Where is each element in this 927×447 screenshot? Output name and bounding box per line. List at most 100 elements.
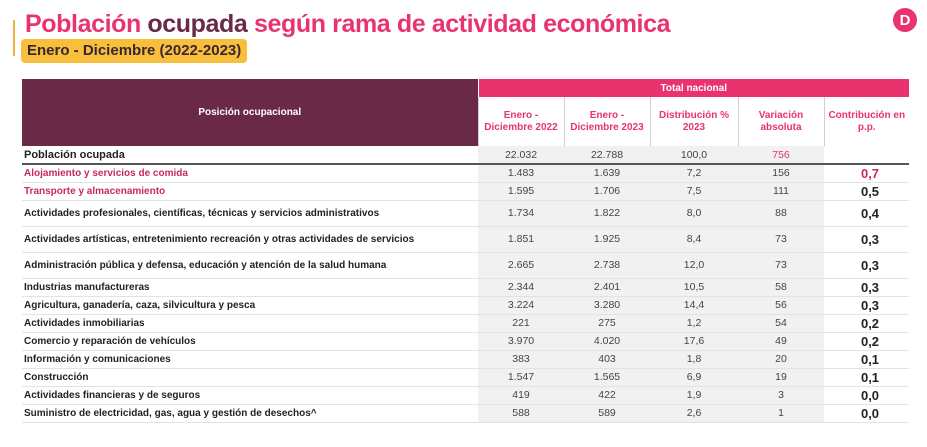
- cell-2023: 1.565: [564, 368, 650, 387]
- cell-contrib: [824, 146, 910, 165]
- cell-dist: 8,4: [650, 226, 738, 253]
- group-header: Total nacional: [477, 79, 910, 97]
- cell-var: 156: [738, 164, 824, 183]
- column-header: Contribución en p.p.: [823, 97, 910, 146]
- table-row: Agricultura, ganadería, caza, silvicultu…: [22, 296, 910, 315]
- cell-2023: 422: [564, 386, 650, 405]
- position-header: Posición ocupacional: [22, 79, 478, 146]
- cell-2022: 3.970: [478, 332, 564, 351]
- column-header: Enero - Diciembre 2022: [477, 97, 564, 146]
- table-row: Actividades profesionales, científicas, …: [22, 200, 910, 227]
- row-name: Industrias manufactureras: [22, 278, 478, 297]
- cell-2022: 2.665: [478, 252, 564, 279]
- cell-var: 88: [738, 200, 824, 227]
- table-row: Administración pública y defensa, educac…: [22, 252, 910, 279]
- cell-dist: 2,6: [650, 404, 738, 423]
- title-part-2: ocupada: [147, 10, 248, 38]
- cell-contrib: 0,0: [824, 404, 910, 423]
- cell-2023: 1.925: [564, 226, 650, 253]
- period-badge: Enero - Diciembre (2022-2023): [21, 39, 248, 63]
- cell-var: 20: [738, 350, 824, 369]
- cell-2023: 2.738: [564, 252, 650, 279]
- cell-contrib: 0,1: [824, 350, 910, 369]
- cell-var: 3: [738, 386, 824, 405]
- table-row: Comercio y reparación de vehículos 3.970…: [22, 332, 910, 351]
- cell-var: 73: [738, 226, 824, 253]
- cell-contrib: 0,3: [824, 296, 910, 315]
- row-name: Actividades inmobiliarias: [22, 314, 478, 333]
- cell-2022: 383: [478, 350, 564, 369]
- row-name: Agricultura, ganadería, caza, silvicultu…: [22, 296, 478, 315]
- column-header: Enero - Diciembre 2023: [563, 97, 650, 146]
- table-row: Información y comunicaciones 383 403 1,8…: [22, 350, 910, 369]
- cell-var: 1: [738, 404, 824, 423]
- cell-2023: 589: [564, 404, 650, 423]
- row-name: Alojamiento y servicios de comida: [22, 164, 478, 183]
- table-row: Actividades artísticas, entretenimiento …: [22, 226, 910, 253]
- cell-dist: 7,2: [650, 164, 738, 183]
- cell-var: 19: [738, 368, 824, 387]
- cell-2023: 1.639: [564, 164, 650, 183]
- row-name: Comercio y reparación de vehículos: [22, 332, 478, 351]
- cell-dist: 14,4: [650, 296, 738, 315]
- row-name: Actividades financieras y de seguros: [22, 386, 478, 405]
- column-header: Variación absoluta: [737, 97, 824, 146]
- cell-var: 54: [738, 314, 824, 333]
- table-row: Transporte y almacenamiento 1.595 1.706 …: [22, 182, 910, 201]
- cell-dist: 1,9: [650, 386, 738, 405]
- cell-2022: 3.224: [478, 296, 564, 315]
- cell-var: 49: [738, 332, 824, 351]
- cell-2022: 22.032: [478, 146, 564, 165]
- row-name: Construcción: [22, 368, 478, 387]
- table-row: Industrias manufactureras 2.344 2.401 10…: [22, 278, 910, 297]
- cell-dist: 12,0: [650, 252, 738, 279]
- cell-dist: 1,8: [650, 350, 738, 369]
- title-part-1: Población: [25, 10, 141, 38]
- cell-dist: 7,5: [650, 182, 738, 201]
- cell-2022: 588: [478, 404, 564, 423]
- row-name: Población ocupada: [22, 146, 478, 165]
- cell-var: 756: [738, 146, 824, 165]
- cell-dist: 100,0: [650, 146, 738, 165]
- cell-2022: 1.734: [478, 200, 564, 227]
- cell-dist: 8,0: [650, 200, 738, 227]
- cell-contrib: 0,3: [824, 226, 910, 253]
- accent-rule: [13, 20, 15, 56]
- cell-dist: 1,2: [650, 314, 738, 333]
- cell-2023: 4.020: [564, 332, 650, 351]
- cell-var: 58: [738, 278, 824, 297]
- cell-2023: 3.280: [564, 296, 650, 315]
- cell-2023: 2.401: [564, 278, 650, 297]
- row-name: Suministro de electricidad, gas, agua y …: [22, 404, 478, 423]
- row-name: Actividades artísticas, entretenimiento …: [22, 226, 478, 253]
- cell-contrib: 0,5: [824, 182, 910, 201]
- employment-table: Posición ocupacional Total nacional Ener…: [22, 79, 910, 423]
- cell-contrib: 0,1: [824, 368, 910, 387]
- cell-2022: 1.595: [478, 182, 564, 201]
- column-header: Distribución % 2023: [649, 97, 738, 146]
- cell-contrib: 0,4: [824, 200, 910, 227]
- cell-2023: 275: [564, 314, 650, 333]
- cell-2023: 403: [564, 350, 650, 369]
- row-name: Transporte y almacenamiento: [22, 182, 478, 201]
- cell-2022: 1.483: [478, 164, 564, 183]
- cell-2023: 1.706: [564, 182, 650, 201]
- cell-2022: 1.547: [478, 368, 564, 387]
- table-row-total: Población ocupada 22.032 22.788 100,0 75…: [22, 146, 910, 165]
- row-name: Actividades profesionales, científicas, …: [22, 200, 478, 227]
- table-row: Alojamiento y servicios de comida 1.483 …: [22, 164, 910, 183]
- title-part-3: según rama de actividad económica: [253, 10, 671, 38]
- table-row: Actividades inmobiliarias 221 275 1,2 54…: [22, 314, 910, 333]
- cell-contrib: 0,3: [824, 252, 910, 279]
- cell-contrib: 0,3: [824, 278, 910, 297]
- table-row: Construcción 1.547 1.565 6,9 19 0,1: [22, 368, 910, 387]
- cell-2023: 1.822: [564, 200, 650, 227]
- cell-contrib: 0,2: [824, 314, 910, 333]
- cell-contrib: 0,7: [824, 164, 910, 183]
- cell-2022: 2.344: [478, 278, 564, 297]
- cell-contrib: 0,2: [824, 332, 910, 351]
- cell-dist: 6,9: [650, 368, 738, 387]
- cell-2022: 1.851: [478, 226, 564, 253]
- cell-var: 56: [738, 296, 824, 315]
- cell-var: 111: [738, 182, 824, 201]
